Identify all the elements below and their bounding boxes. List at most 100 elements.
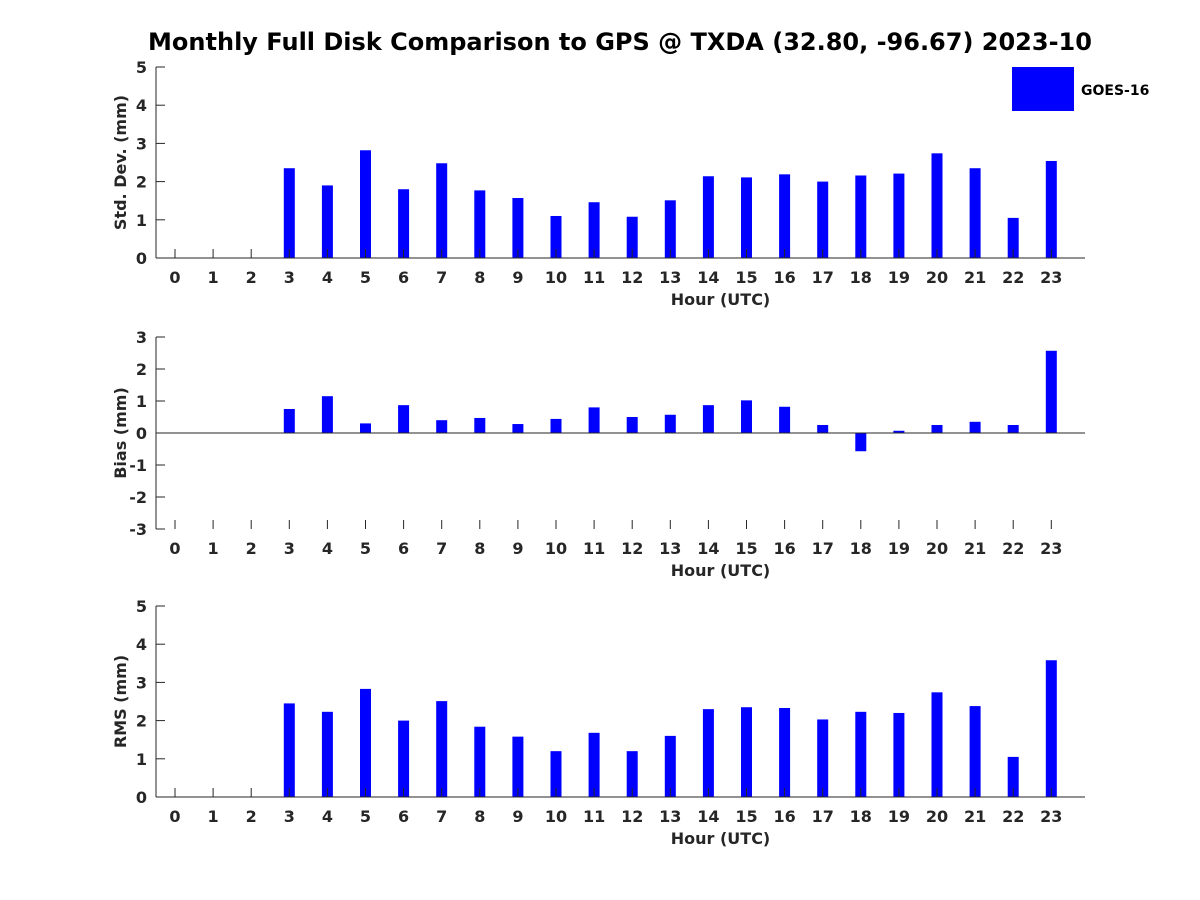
x-tick-label: 0 xyxy=(169,268,180,287)
x-tick-label: 5 xyxy=(360,539,371,558)
bar-hour-15 xyxy=(741,707,752,797)
x-tick-label: 19 xyxy=(888,807,910,826)
bar-hour-9 xyxy=(512,424,524,433)
bar-hour-16 xyxy=(779,406,791,433)
bar-hour-18 xyxy=(855,175,867,258)
bar-hour-15 xyxy=(741,177,752,258)
bar-hour-17 xyxy=(817,719,829,797)
x-tick-label: 4 xyxy=(322,539,333,558)
bar-hour-9 xyxy=(512,736,524,797)
x-tick-label: 18 xyxy=(850,539,872,558)
x-tick-label: 15 xyxy=(735,807,757,826)
y-tick-label: 3 xyxy=(136,328,147,347)
x-tick-label: 10 xyxy=(545,539,567,558)
x-tick-label: 9 xyxy=(512,539,523,558)
y-tick-label: 1 xyxy=(136,392,147,411)
x-tick-label: 16 xyxy=(773,268,795,287)
y-axis-title: Std. Dev. (mm) xyxy=(111,95,130,230)
bar-hour-18 xyxy=(855,711,867,797)
x-tick-label: 6 xyxy=(398,539,409,558)
x-tick-label: 9 xyxy=(512,268,523,287)
x-tick-label: 10 xyxy=(545,807,567,826)
x-tick-label: 5 xyxy=(360,268,371,287)
y-tick-label: -1 xyxy=(129,456,147,475)
bar-hour-21 xyxy=(969,706,981,797)
x-tick-label: 3 xyxy=(284,807,295,826)
bar-hour-14 xyxy=(702,176,714,258)
x-tick-label: 23 xyxy=(1040,539,1062,558)
x-tick-label: 21 xyxy=(964,807,986,826)
bar-hour-7 xyxy=(436,420,448,433)
y-tick-label: 5 xyxy=(136,597,147,616)
x-tick-label: 23 xyxy=(1040,807,1062,826)
x-tick-label: 15 xyxy=(735,268,757,287)
x-tick-label: 4 xyxy=(322,807,333,826)
chart-panel-3: 0 1 2 3 4 5 6 7 8 9 10 11 12 13 14 15 16 17 18 19 20 21 22 2301… xyxy=(111,597,1085,848)
bar-hour-21 xyxy=(969,168,981,258)
bar-hour-11 xyxy=(588,407,600,433)
bar-hour-14 xyxy=(702,709,714,797)
x-tick-label: 2 xyxy=(246,807,257,826)
x-tick-label: 8 xyxy=(474,807,485,826)
bar-hour-19 xyxy=(893,173,905,258)
bar-hour-16 xyxy=(779,707,791,797)
y-axis-title: RMS (mm) xyxy=(111,655,130,748)
y-tick-label: 0 xyxy=(136,788,147,807)
x-tick-label: 12 xyxy=(621,268,643,287)
x-tick-label: 17 xyxy=(812,539,834,558)
bar-hour-9 xyxy=(512,198,524,258)
x-tick-label: 12 xyxy=(621,807,643,826)
y-tick-label: 4 xyxy=(136,96,147,115)
bar-hour-6 xyxy=(398,189,410,258)
bar-hour-13 xyxy=(664,414,676,433)
x-tick-label: 20 xyxy=(926,268,948,287)
y-tick-label: 5 xyxy=(136,58,147,77)
x-tick-label: 15 xyxy=(735,539,757,558)
x-tick-label: 14 xyxy=(697,268,719,287)
x-tick-label: 21 xyxy=(964,539,986,558)
bar-hour-19 xyxy=(893,430,905,433)
x-axis-title: Hour (UTC) xyxy=(671,290,771,309)
x-tick-label: 17 xyxy=(812,268,834,287)
bar-hour-16 xyxy=(779,174,791,258)
y-tick-label: 2 xyxy=(136,360,147,379)
x-tick-label: 11 xyxy=(583,807,605,826)
x-tick-label: 23 xyxy=(1040,268,1062,287)
x-tick-label: 0 xyxy=(169,807,180,826)
x-tick-label: 20 xyxy=(926,807,948,826)
x-tick-label: 18 xyxy=(850,268,872,287)
bar-hour-19 xyxy=(893,712,905,797)
bar-hour-17 xyxy=(817,181,829,258)
x-tick-label: 8 xyxy=(474,539,485,558)
y-tick-label: 4 xyxy=(136,635,147,654)
bar-hour-22 xyxy=(1007,756,1019,797)
y-tick-label: 3 xyxy=(136,134,147,153)
x-tick-label: 16 xyxy=(773,807,795,826)
bar-hour-8 xyxy=(474,417,486,433)
x-tick-label: 7 xyxy=(436,539,447,558)
bar-hour-12 xyxy=(626,216,638,258)
x-tick-label: 8 xyxy=(474,268,485,287)
x-tick-label: 13 xyxy=(659,539,681,558)
x-tick-label: 11 xyxy=(583,539,605,558)
x-tick-label: 11 xyxy=(583,268,605,287)
x-tick-label: 9 xyxy=(512,807,523,826)
bar-hour-7 xyxy=(436,163,448,258)
bar-hour-21 xyxy=(969,421,981,433)
bar-hour-3 xyxy=(283,409,295,433)
bar-hour-6 xyxy=(398,405,410,433)
chart-panel-2: 0 1 2 3 4 5 6 7 8 9 10 11 12 13 14 15 16 17 18 19 20 21 22 23-3… xyxy=(111,328,1085,580)
bar-hour-12 xyxy=(626,417,638,433)
x-tick-label: 6 xyxy=(398,268,409,287)
x-tick-label: 21 xyxy=(964,268,986,287)
x-tick-label: 1 xyxy=(208,268,219,287)
x-tick-label: 17 xyxy=(812,807,834,826)
page-title: Monthly Full Disk Comparison to GPS @ TX… xyxy=(148,28,1092,56)
bar-hour-22 xyxy=(1007,425,1019,433)
bar-hour-13 xyxy=(664,735,676,797)
y-axis-title: Bias (mm) xyxy=(111,387,130,479)
x-tick-label: 22 xyxy=(1002,539,1024,558)
bar-hour-4 xyxy=(321,185,333,258)
bar-hour-15 xyxy=(741,400,752,433)
